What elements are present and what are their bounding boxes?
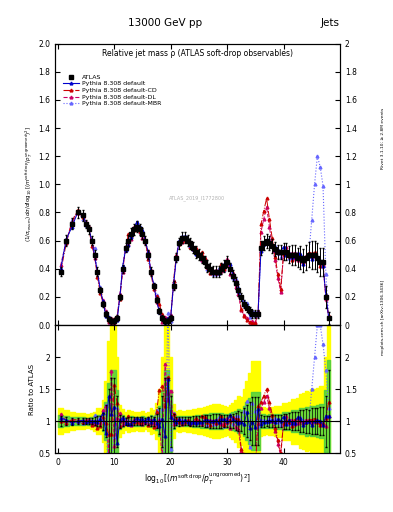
Text: Relative jet mass ρ (ATLAS soft-drop observables): Relative jet mass ρ (ATLAS soft-drop obs…	[102, 49, 293, 58]
Pythia 8.308 default	[228, 261, 232, 267]
Pythia 8.308 default-MBR	[275, 249, 280, 255]
Pythia 8.308 default-DL	[225, 255, 230, 262]
Pythia 8.308 default-DL	[261, 216, 266, 222]
Pythia 8.308 default-DL	[281, 251, 286, 258]
Pythia 8.308 default	[75, 209, 80, 216]
Text: ATLAS_2019_I1772800: ATLAS_2019_I1772800	[169, 196, 226, 201]
Pythia 8.308 default-DL	[264, 204, 269, 210]
Text: mcplots.cern.ch [arXiv:1306.3436]: mcplots.cern.ch [arXiv:1306.3436]	[381, 280, 385, 355]
Pythia 8.308 default-CD	[261, 208, 266, 214]
Y-axis label: $(1/\sigma_\mathrm{resum})\,d\sigma/d\log_{10}[(m^{\mathrm{soft\,drop}}/p_T^{\ma: $(1/\sigma_\mathrm{resum})\,d\sigma/d\lo…	[24, 126, 35, 242]
Line: Pythia 8.308 default: Pythia 8.308 default	[59, 211, 330, 323]
Pythia 8.308 default-MBR	[261, 239, 266, 245]
Pythia 8.308 default	[275, 247, 280, 253]
Pythia 8.308 default-DL	[326, 314, 331, 321]
Y-axis label: Ratio to ATLAS: Ratio to ATLAS	[29, 364, 35, 415]
X-axis label: $\log_{10}[(m^{\mathrm{soft\,drop}}/p_T^{\mathrm{ungroomed}})^2]$: $\log_{10}[(m^{\mathrm{soft\,drop}}/p_T^…	[144, 471, 251, 487]
Line: Pythia 8.308 default-MBR: Pythia 8.308 default-MBR	[59, 155, 330, 327]
Pythia 8.308 default-DL	[58, 262, 63, 268]
Text: 13000 GeV pp: 13000 GeV pp	[128, 18, 202, 28]
Pythia 8.308 default-CD	[250, 320, 255, 326]
Pythia 8.308 default-DL	[112, 319, 117, 326]
Pythia 8.308 default-MBR	[273, 243, 277, 249]
Pythia 8.308 default	[264, 238, 269, 244]
Pythia 8.308 default-MBR	[326, 313, 331, 319]
Pythia 8.308 default-DL	[278, 289, 283, 295]
Text: Jets: Jets	[321, 18, 340, 28]
Pythia 8.308 default	[326, 314, 331, 321]
Pythia 8.308 default-CD	[326, 313, 331, 319]
Pythia 8.308 default-MBR	[278, 253, 283, 260]
Pythia 8.308 default	[278, 248, 283, 254]
Pythia 8.308 default	[58, 266, 63, 272]
Pythia 8.308 default-CD	[281, 251, 286, 257]
Text: Rivet 3.1.10; ≥ 2.8M events: Rivet 3.1.10; ≥ 2.8M events	[381, 108, 385, 169]
Pythia 8.308 default	[281, 244, 286, 250]
Pythia 8.308 default-DL	[275, 274, 280, 281]
Pythia 8.308 default-CD	[275, 271, 280, 277]
Pythia 8.308 default-CD	[264, 195, 269, 201]
Line: Pythia 8.308 default-DL: Pythia 8.308 default-DL	[59, 205, 330, 324]
Pythia 8.308 default-MBR	[106, 322, 111, 328]
Pythia 8.308 default-CD	[222, 266, 227, 272]
Pythia 8.308 default-MBR	[287, 255, 292, 261]
Pythia 8.308 default-MBR	[225, 260, 230, 266]
Line: Pythia 8.308 default-CD: Pythia 8.308 default-CD	[59, 197, 330, 325]
Pythia 8.308 default	[290, 254, 294, 260]
Legend: ATLAS, Pythia 8.308 default, Pythia 8.308 default-CD, Pythia 8.308 default-DL, P: ATLAS, Pythia 8.308 default, Pythia 8.30…	[61, 72, 163, 109]
Pythia 8.308 default-MBR	[58, 266, 63, 272]
Pythia 8.308 default-MBR	[315, 153, 320, 159]
Pythia 8.308 default-CD	[278, 286, 283, 292]
Pythia 8.308 default-DL	[290, 250, 294, 256]
Pythia 8.308 default-CD	[58, 269, 63, 275]
Pythia 8.308 default	[163, 319, 167, 325]
Pythia 8.308 default-CD	[290, 257, 294, 263]
